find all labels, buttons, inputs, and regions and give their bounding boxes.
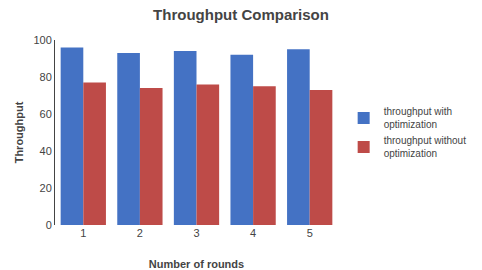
- svg-text:Number of rounds: Number of rounds: [149, 258, 244, 270]
- svg-text:40: 40: [40, 145, 52, 157]
- svg-text:100: 100: [33, 34, 51, 46]
- svg-text:3: 3: [193, 227, 199, 239]
- svg-text:Throughput: Throughput: [13, 101, 25, 163]
- svg-text:0: 0: [46, 219, 52, 231]
- svg-text:4: 4: [250, 227, 256, 239]
- svg-text:80: 80: [40, 71, 52, 83]
- svg-text:5: 5: [307, 227, 313, 239]
- svg-text:20: 20: [40, 182, 52, 194]
- svg-text:60: 60: [40, 108, 52, 120]
- svg-text:2: 2: [137, 227, 143, 239]
- svg-text:1: 1: [80, 227, 86, 239]
- svg-text:throughput withoptimization: throughput withoptimization: [384, 106, 452, 130]
- svg-text:throughput withoutoptimization: throughput withoutoptimization: [384, 135, 467, 159]
- svg-text:Throughput Comparison: Throughput Comparison: [153, 6, 329, 23]
